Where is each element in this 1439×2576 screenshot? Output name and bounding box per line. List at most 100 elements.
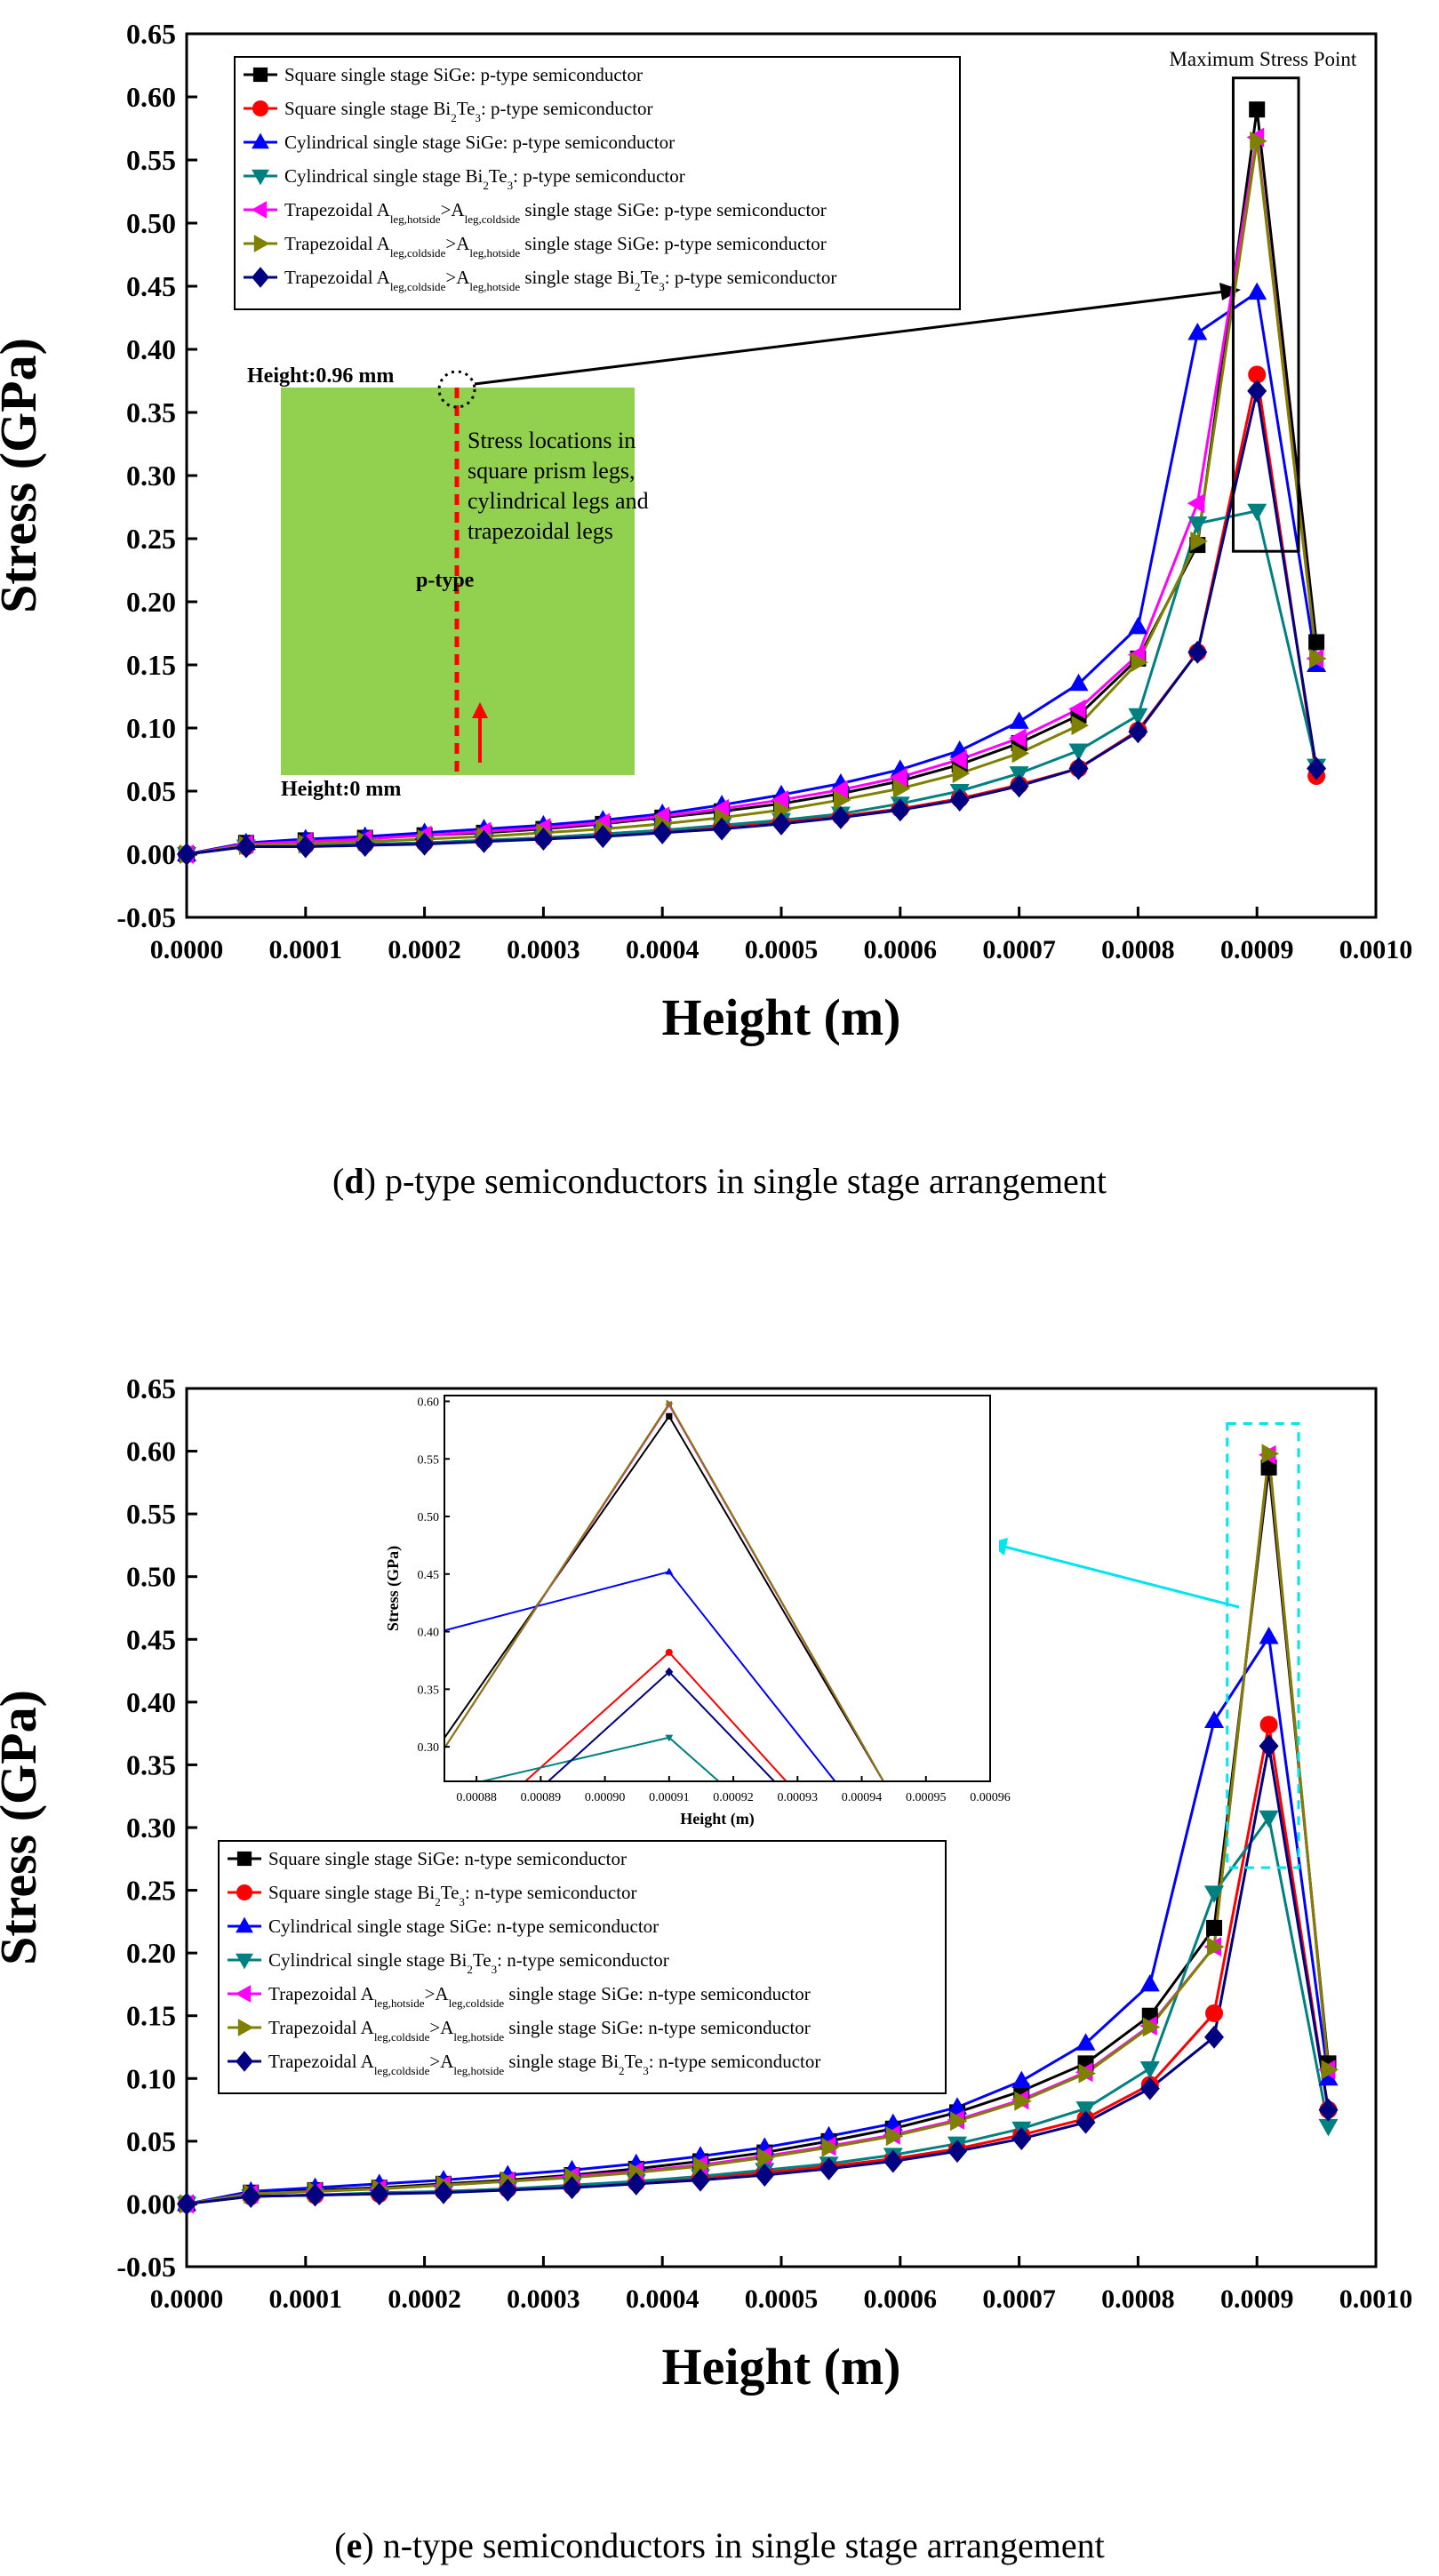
- legend-label-part: : n-type semiconductor: [497, 1949, 669, 1971]
- x-tick-label: 0.0008: [1101, 935, 1175, 964]
- marker-triangle-left: [890, 767, 907, 788]
- x-tick-label: 0.0007: [982, 2284, 1056, 2314]
- series-line: [186, 290, 1318, 856]
- legend-label-part: leg,hotside: [453, 2064, 504, 2077]
- x-axis-label: Height (m): [662, 988, 901, 1046]
- y-tick-label: 0.60: [126, 1436, 176, 1468]
- legend-label-part: single stage SiGe: p-type semiconductor: [520, 233, 827, 254]
- marker-diamond: [1187, 640, 1208, 664]
- legend-label-part: Cylindrical single stage: [268, 1949, 450, 1971]
- legend-label-part: Square single stage SiGe: n-type semicon…: [268, 1848, 627, 1869]
- annotation-arrow: [474, 290, 1226, 386]
- legend-label: Trapezoidal Aleg,hotside>Aleg,coldside s…: [268, 1983, 811, 2010]
- marker-triangle-up: [1247, 282, 1267, 300]
- legend-label-part: 2: [635, 280, 641, 293]
- marker-diamond: [1259, 1734, 1279, 1758]
- marker-triangle-down: [1259, 1810, 1279, 1828]
- legend-label-part: Bi: [450, 1949, 468, 1971]
- marker-triangle-right: [833, 789, 851, 810]
- y-tick-label: 0.65: [126, 1372, 176, 1404]
- series-line: [186, 137, 1318, 856]
- legend-label-part: : p-type semiconductor: [665, 267, 837, 288]
- marker-triangle-up: [1075, 2033, 1096, 2051]
- up-arrow-head: [472, 702, 488, 718]
- x-tick-label: 0.0005: [745, 2284, 819, 2314]
- y-tick-label: 0.50: [126, 1561, 176, 1593]
- marker-diamond: [236, 835, 256, 859]
- marker-diamond: [883, 2149, 903, 2173]
- legend-label-part: >: [429, 2017, 440, 2038]
- y-tick-label: 0.05: [126, 775, 176, 807]
- marker-triangle-down: [665, 1734, 674, 1742]
- legend-label-part: Square single stage: [268, 1882, 417, 1903]
- marker-triangle-up: [1187, 323, 1208, 340]
- marker-triangle-left: [1009, 728, 1027, 748]
- marker-diamond: [305, 2183, 325, 2207]
- legend-label-part: Square single stage: [284, 98, 433, 119]
- y-tick-label: 0.20: [126, 586, 176, 618]
- legend-label-part: A: [361, 1983, 375, 2004]
- legend-label: Trapezoidal Aleg,coldside>Aleg,hotside s…: [284, 233, 827, 260]
- marker-diamond: [252, 267, 269, 288]
- legend-label-part: leg,coldside: [465, 212, 521, 226]
- inset-y-axis-label: Stress (GPa): [384, 1546, 403, 1631]
- caption-d: (d) p-type semiconductors in single stag…: [332, 1161, 1107, 1201]
- marker-triangle-down: [1068, 743, 1089, 762]
- marker-circle: [252, 100, 268, 116]
- legend-label-part: Cylindrical single stage SiGe: n-type se…: [268, 1916, 659, 1937]
- legend-label-part: Te: [441, 1882, 460, 1903]
- marker-triangle-left: [949, 749, 967, 770]
- chart-d: -0.05 0.00 0.05 0.10 0.15 0.20 0.25 0.30 0.35 0.4…: [0, 18, 1412, 1046]
- legend-label-part: Bi: [601, 2051, 619, 2072]
- marker-triangle-right: [1250, 131, 1267, 151]
- annotation-arrowhead: [1219, 283, 1241, 300]
- y-tick-label: 0.45: [126, 1623, 176, 1655]
- inset-series-group: [444, 1399, 885, 1781]
- marker-triangle-right: [952, 764, 971, 784]
- marker-diamond: [533, 827, 554, 851]
- marker-diamond: [890, 798, 910, 822]
- series-line: [186, 390, 1318, 856]
- y-tick-label: -0.05: [116, 901, 176, 933]
- y-tick-label: 0.40: [126, 333, 176, 365]
- marker-diamond: [562, 2176, 582, 2200]
- marker-diamond: [712, 817, 732, 841]
- marker-diamond: [819, 2156, 839, 2180]
- legend-label-part: Te: [641, 267, 660, 288]
- legend-label-part: Trapezoidal: [284, 199, 377, 220]
- legend-label-part: leg,coldside: [374, 2030, 430, 2044]
- zoom-box: [1226, 1422, 1300, 1869]
- inset-x-tick-label: 0.00091: [649, 1791, 690, 1804]
- legend-label-part: Trapezoidal: [268, 2017, 361, 2038]
- max-stress-box: [1231, 76, 1300, 553]
- marker-diamond: [1139, 2076, 1160, 2100]
- legend-label-part: >: [425, 1983, 436, 2004]
- inset-y-tick-label: 0.60: [418, 1396, 440, 1409]
- marker-triangle-up: [252, 132, 269, 149]
- legend-box: [218, 1840, 947, 2094]
- marker-triangle-up: [1011, 2070, 1032, 2089]
- marker-diamond: [369, 2182, 389, 2206]
- legend-label-part: 3: [659, 280, 665, 293]
- marker-diamond: [1009, 774, 1029, 798]
- marker-square: [236, 1851, 252, 1867]
- marker-diamond: [414, 832, 435, 856]
- marker-triangle-down: [236, 1953, 253, 1970]
- legend-label-part: A: [440, 2051, 454, 2072]
- marker-triangle-right: [1078, 2063, 1097, 2084]
- x-tick-label: 0.0007: [982, 935, 1056, 964]
- x-tick-label: 0.0004: [626, 935, 700, 964]
- x-tick-label: 0.0009: [1220, 935, 1294, 964]
- marker-triangle-left: [771, 789, 788, 810]
- x-tick-label: 0.0005: [745, 935, 819, 964]
- y-tick-label: 0.15: [126, 649, 176, 681]
- y-tick-label: 0.65: [126, 18, 176, 50]
- y-axis-label: Stress (GPa): [0, 1690, 47, 1965]
- marker-square: [252, 67, 268, 83]
- legend-label-part: single stage SiGe: n-type semiconductor: [504, 2017, 811, 2038]
- marker-circle: [665, 1648, 673, 1656]
- legend-label-part: 2: [467, 1963, 473, 1976]
- marker-triangle-down: [252, 169, 269, 186]
- y-tick-label: 0.00: [126, 2188, 176, 2220]
